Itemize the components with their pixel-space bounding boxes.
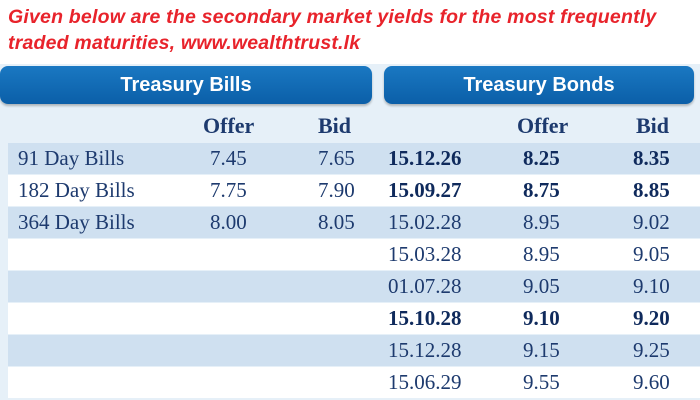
table-row: 15.12.28 9.15 9.25	[8, 335, 700, 366]
bill-name: 364 Day Bills	[18, 210, 135, 234]
table-row: 01.07.28 9.05 9.10	[8, 271, 700, 302]
bond-offer: 8.95	[523, 242, 560, 266]
bond-maturity: 15.10.28	[388, 306, 462, 330]
bond-offer: 8.25	[523, 146, 560, 170]
bond-bid: 9.60	[633, 370, 670, 394]
bills-offer-column-head: Offer	[203, 113, 255, 138]
bond-offer: 9.10	[523, 306, 560, 330]
bond-bid: 9.05	[633, 242, 670, 266]
bill-bid: 7.90	[318, 178, 355, 202]
bond-maturity: 01.07.28	[388, 274, 462, 298]
bill-name: 182 Day Bills	[18, 178, 135, 202]
bond-offer: 9.15	[523, 338, 560, 362]
table-row: 15.10.28 9.10 9.20	[8, 303, 700, 334]
caption: Given below are the secondary market yie…	[8, 4, 698, 56]
bonds-bid-column-head: Bid	[636, 113, 670, 138]
table-row: 15.06.29 9.55 9.60	[8, 367, 700, 398]
bond-offer: 8.95	[523, 210, 560, 234]
bond-bid: 8.35	[633, 146, 670, 170]
treasury-bonds-header: Treasury Bonds	[384, 66, 694, 104]
bill-offer: 7.45	[210, 146, 247, 170]
caption-line-1: Given below are the secondary market yie…	[8, 6, 657, 28]
bond-offer: 9.05	[523, 274, 560, 298]
bill-bid: 8.05	[318, 210, 355, 234]
bond-maturity: 15.06.29	[388, 370, 462, 394]
bond-offer: 8.75	[523, 178, 560, 202]
treasury-bills-header: Treasury Bills	[0, 66, 372, 104]
bond-maturity: 15.03.28	[388, 242, 462, 266]
bill-offer: 8.00	[210, 210, 247, 234]
bond-maturity: 15.12.28	[388, 338, 462, 362]
bond-offer: 9.55	[523, 370, 560, 394]
bond-bid: 9.25	[633, 338, 670, 362]
bond-maturity: 15.09.27	[388, 178, 462, 202]
caption-line-2: traded maturities, www.wealthtrust.lk	[8, 32, 361, 54]
bond-bid: 9.20	[633, 306, 670, 330]
bills-bid-column-head: Bid	[318, 113, 352, 138]
bond-bid: 9.02	[633, 210, 670, 234]
table-row: 15.03.28 8.95 9.05	[8, 239, 700, 270]
table-row: 364 Day Bills 8.00 8.05 15.02.28 8.95 9.02	[8, 207, 700, 238]
bonds-offer-column-head: Offer	[517, 113, 569, 138]
bond-bid: 8.85	[633, 178, 670, 202]
bill-bid: 7.65	[318, 146, 355, 170]
table-row: 182 Day Bills 7.75 7.90 15.09.27 8.75 8.85	[8, 175, 700, 206]
bond-maturity: 15.12.26	[388, 146, 462, 170]
bill-offer: 7.75	[210, 178, 247, 202]
bill-name: 91 Day Bills	[18, 146, 125, 170]
table-row: 91 Day Bills 7.45 7.65 15.12.26 8.25 8.35	[8, 143, 700, 174]
bond-bid: 9.10	[633, 274, 670, 298]
bond-maturity: 15.02.28	[388, 210, 462, 234]
